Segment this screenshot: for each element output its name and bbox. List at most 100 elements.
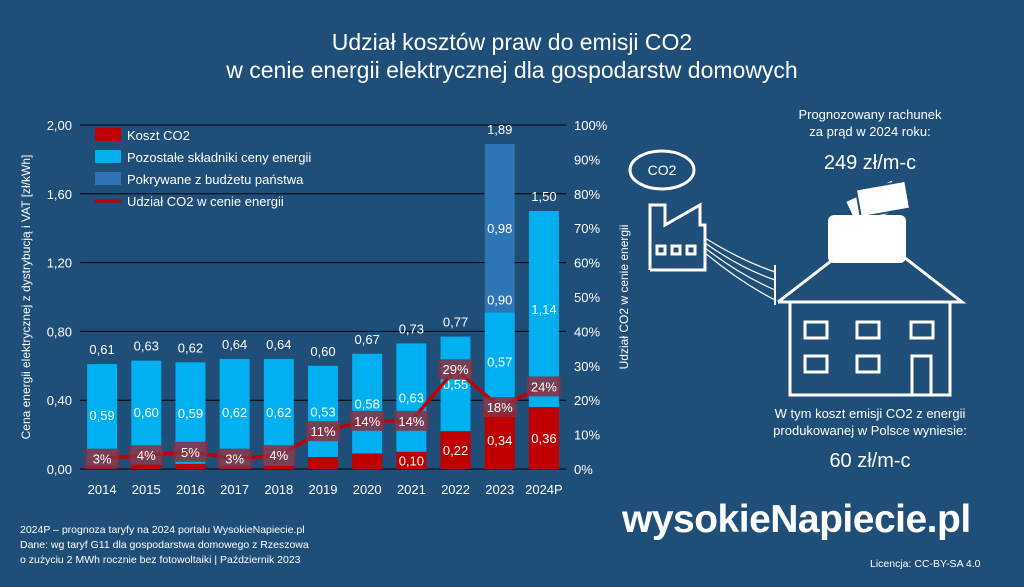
footer-line-1: 2024P – prognoza taryfy na 2024 portalu … <box>20 524 305 536</box>
y-right-tick-label: 40% <box>574 324 600 339</box>
bar-other <box>528 211 559 408</box>
share-label: 4% <box>137 448 156 463</box>
total-label: 0,64 <box>266 337 291 352</box>
title-line-2: w cenie energii elektrycznej dla gospoda… <box>226 57 798 83</box>
share-label-box <box>173 441 208 462</box>
y-tick-label: 0,80 <box>47 324 72 339</box>
total-label: 0,77 <box>443 315 468 330</box>
power-line-icon <box>704 237 776 305</box>
legend-swatch <box>95 128 121 141</box>
share-label-box <box>350 410 385 431</box>
factory-window <box>670 244 682 256</box>
data-label: 0,34 <box>487 433 512 448</box>
share-label-box <box>394 410 429 431</box>
share-label: 3% <box>93 452 112 467</box>
x-tick-label: 2016 <box>176 482 205 497</box>
total-label: 0,62 <box>178 340 203 355</box>
house-icon <box>777 256 967 397</box>
forecast-label: Prognozowany rachunek za prąd w 2024 rok… <box>770 106 970 140</box>
y-tick-label: 2,00 <box>47 118 72 133</box>
x-tick-label: 2015 <box>132 482 161 497</box>
share-label: 14% <box>398 414 424 429</box>
co2-cost-label: W tym koszt emisji CO2 z energii produko… <box>740 405 1000 439</box>
co2-cloud <box>628 149 696 191</box>
total-label: 1,50 <box>531 189 556 204</box>
chart-title: Udział kosztów praw do emisji CO2 w ceni… <box>0 28 1024 84</box>
data-label: 0,60 <box>134 405 159 420</box>
forecast-value: 249 zł/m-c <box>823 152 917 174</box>
y-right-tick-label: 30% <box>574 359 600 374</box>
y-axis-label: Cena energii elektrycznej z dystrybucją … <box>19 155 33 440</box>
share-label-box <box>261 445 296 466</box>
factory-window <box>655 244 667 256</box>
footer-note: 2024P – prognoza taryfy na 2024 portalu … <box>20 523 309 568</box>
forecast-label-1: Prognozowany rachunek <box>798 107 942 122</box>
data-label: 0,98 <box>487 221 512 236</box>
wallet-icon <box>828 179 912 263</box>
bar-other <box>352 353 383 454</box>
factory-icon <box>628 149 707 272</box>
data-label: 0,22 <box>443 443 468 458</box>
footer-line-2: Dane: wg taryf G11 dla gospodarstwa domo… <box>20 539 309 551</box>
co2-cost-label-1: W tym koszt emisji CO2 z energii <box>774 406 966 421</box>
data-label: 0,59 <box>178 406 203 421</box>
site-logo[interactable]: wysokieNapiecie.pl <box>622 498 971 541</box>
bar-co2 <box>484 410 515 469</box>
share-label-box <box>129 445 164 466</box>
bar-other <box>219 358 250 466</box>
bar-other <box>484 312 515 411</box>
factory-window <box>685 244 697 256</box>
x-tick-label: 2014 <box>88 482 117 497</box>
share-label-box <box>526 376 561 397</box>
data-label: 0,55 <box>443 377 468 392</box>
x-tick-label: 2022 <box>441 482 470 497</box>
title-line-1: Udział kosztów praw do emisji CO2 <box>331 29 693 55</box>
footer-line-3: o zużyciu 2 MWh rocznie bez fotowoltaiki… <box>20 554 301 566</box>
total-label: 0,73 <box>399 321 424 336</box>
subtotal-label: 0,90 <box>487 292 512 307</box>
total-label: 0,61 <box>89 342 114 357</box>
data-label: 0,10 <box>399 453 424 468</box>
data-label: 0,57 <box>487 355 512 370</box>
legend-label: Pozostałe składniki ceny energii <box>127 150 311 165</box>
bar-other <box>308 365 338 457</box>
total-label: 0,60 <box>310 344 335 359</box>
total-label: 1,89 <box>487 122 512 137</box>
y-tick-label: 1,60 <box>47 187 72 202</box>
data-label: 0,59 <box>89 408 114 423</box>
share-label-box <box>85 448 120 469</box>
y-right-axis-label: Udział CO2 w cenie energii <box>617 225 631 370</box>
y-right-tick-label: 50% <box>574 290 600 305</box>
x-tick-label: 2017 <box>220 482 249 497</box>
share-label-box <box>438 359 473 380</box>
bar-co2 <box>308 456 338 469</box>
data-label: 0,36 <box>531 431 556 446</box>
share-label-box <box>217 448 252 469</box>
bar-co2 <box>396 451 427 469</box>
y-right-tick-label: 0% <box>574 462 593 477</box>
y-right-tick-label: 70% <box>574 221 600 236</box>
x-tick-label: 2020 <box>353 482 382 497</box>
y-tick-label: 1,20 <box>47 256 72 271</box>
bar-co2 <box>528 407 559 469</box>
legend-label: Udział CO2 w cenie energii <box>127 194 284 209</box>
share-label: 5% <box>181 445 200 460</box>
bar-co2 <box>131 463 162 469</box>
y-right-tick-label: 20% <box>574 393 600 408</box>
y-right-tick-label: 90% <box>574 152 600 167</box>
bar-co2 <box>352 453 383 469</box>
share-label: 3% <box>225 452 244 467</box>
y-right-tick-label: 60% <box>574 256 600 271</box>
share-label: 4% <box>269 448 288 463</box>
total-label: 0,63 <box>134 339 159 354</box>
data-label: 0,62 <box>222 405 247 420</box>
bar-co2 <box>175 463 206 469</box>
total-label: 0,67 <box>355 332 380 347</box>
data-label: 0,53 <box>310 404 335 419</box>
share-label: 14% <box>354 414 380 429</box>
co2-cost-value: 60 zł/m-c <box>829 450 911 472</box>
y-right-tick-label: 80% <box>574 187 600 202</box>
x-tick-label: 2018 <box>264 482 293 497</box>
